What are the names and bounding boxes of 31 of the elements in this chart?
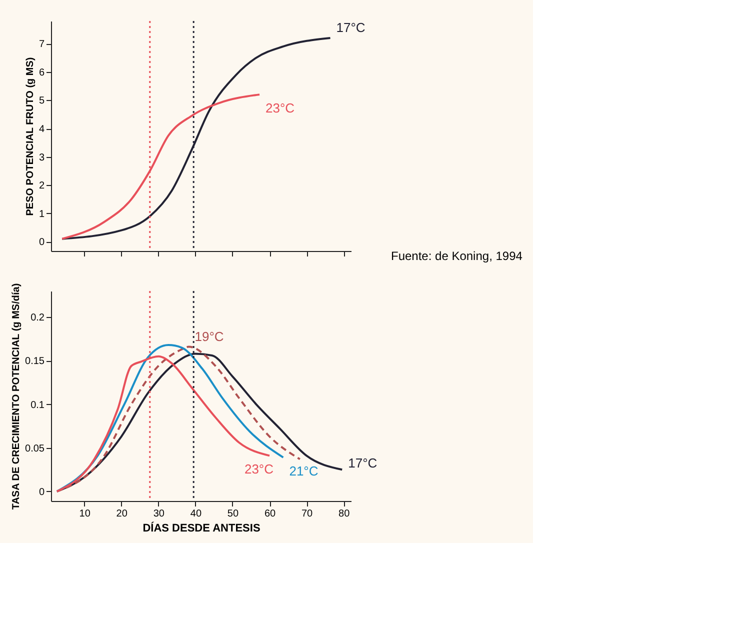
series-label: 17°C	[336, 20, 366, 35]
y-tick-label: 3	[38, 152, 45, 164]
x-tick-label: 70	[301, 508, 314, 520]
y-tick-label: 0.15	[25, 356, 45, 368]
y-tick-label: 0.05	[25, 443, 45, 454]
x-tick-label: 80	[338, 508, 350, 520]
series-label: 23°C	[244, 462, 274, 477]
source-note: Fuente: de Koning, 1994	[391, 249, 523, 263]
y-tick-label: 0	[38, 237, 45, 248]
x-tick-label: 50	[227, 508, 239, 520]
x-tick-label: 40	[190, 508, 202, 520]
y-tick-label: 0.2	[30, 312, 45, 324]
y-tick-label: 7	[38, 39, 45, 50]
series-label: 17°C	[348, 456, 378, 471]
y-tick-label: 6	[38, 67, 45, 78]
series-label: 23°C	[266, 100, 295, 116]
y-tick-label: 2	[38, 180, 45, 192]
series-label: 19°C	[194, 328, 224, 344]
y-tick-label: 0.1	[30, 400, 45, 411]
y-tick-label: 1	[38, 208, 45, 220]
x-tick-label: 60	[264, 508, 276, 520]
series-label: 21°C	[289, 463, 318, 478]
x-axis-title: DÍAS DESDE ANTESIS	[142, 522, 260, 534]
x-tick-label: 20	[116, 508, 128, 520]
y-axis-title: TASA DE CRECIMIENTO POTENCIAL (g MS/día)	[11, 283, 22, 510]
x-tick-label: 30	[153, 508, 165, 520]
y-axis-title: PESO POTENCIAL FRUTO (g MS)	[24, 57, 36, 216]
x-tick-label: 10	[79, 508, 91, 520]
y-tick-label: 0	[38, 486, 45, 498]
y-tick-label: 5	[38, 96, 45, 107]
y-tick-label: 4	[38, 124, 45, 136]
